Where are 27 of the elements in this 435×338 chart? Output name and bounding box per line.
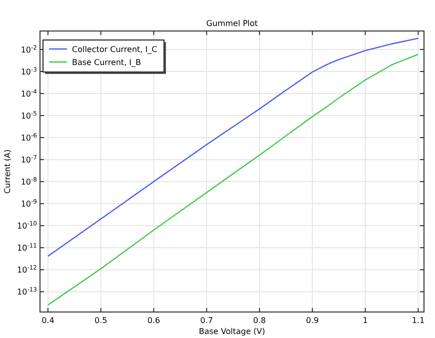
- x-tick-label: 1.1: [412, 316, 425, 325]
- y-tick-label: 10$^{-8}$: [20, 176, 38, 187]
- y-tick-label: 10$^{-5}$: [20, 110, 38, 121]
- y-tick-label: 10$^{-12}$: [17, 264, 38, 275]
- x-tick-label: 0.7: [200, 316, 213, 325]
- y-tick-label: 10$^{-9}$: [20, 198, 38, 209]
- y-tick-label: 10$^{-11}$: [17, 242, 38, 253]
- y-tick-label: 10$^{-10}$: [17, 220, 38, 231]
- x-tick-label: 0.9: [306, 316, 319, 325]
- y-tick-label: 10$^{-2}$: [20, 44, 38, 54]
- y-tick-label: 10$^{-7}$: [20, 154, 38, 165]
- line-series: [47, 38, 419, 257]
- x-tick-label: 0.8: [253, 316, 266, 325]
- y-tick-label: 10$^{-13}$: [17, 286, 38, 297]
- x-tick-label: 0.6: [147, 316, 160, 325]
- y-tick-label: 10$^{-4}$: [20, 88, 38, 99]
- x-axis-title: Base Voltage (V): [198, 327, 266, 336]
- line-series: [47, 54, 419, 306]
- x-tick-label: 1: [362, 316, 368, 325]
- x-tick-label: 0.4: [42, 316, 54, 325]
- y-axis-title: Current (A): [3, 149, 12, 194]
- legend-label: Base Current, I_B: [72, 58, 142, 67]
- x-tick-label: 0.5: [94, 316, 108, 325]
- y-tick-label: 10$^{-6}$: [20, 132, 38, 143]
- legend-label: Collector Current, I_C: [72, 45, 158, 54]
- y-tick-label: 10$^{-3}$: [20, 66, 38, 76]
- chart-title: Gummel Plot: [206, 19, 258, 28]
